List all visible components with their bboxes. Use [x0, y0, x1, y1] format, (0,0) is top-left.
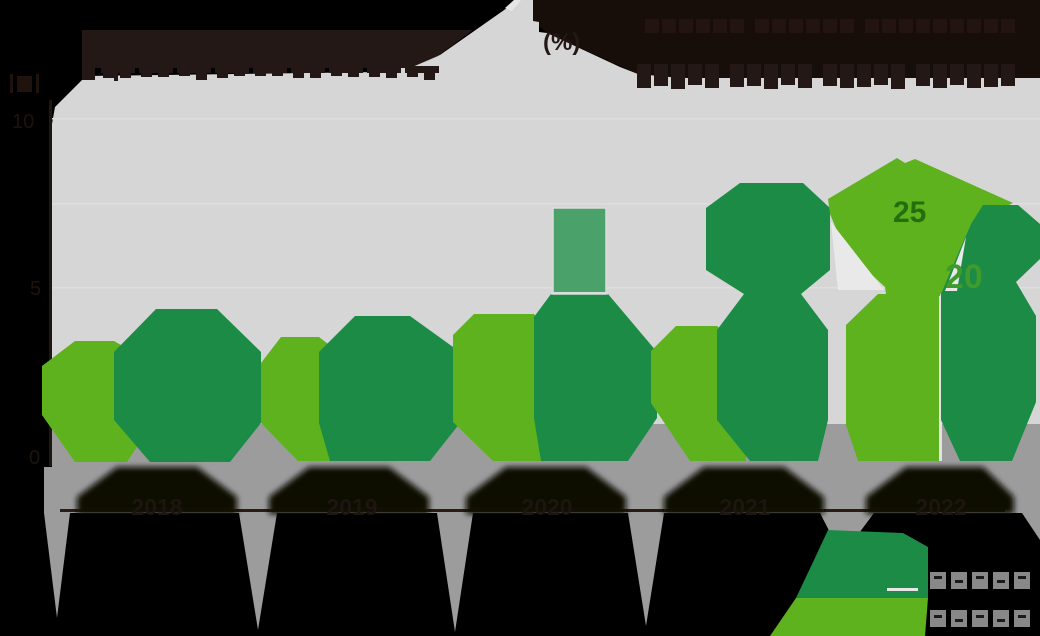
svg-text:0: 0: [29, 447, 40, 469]
svg-text:10: 10: [12, 111, 34, 133]
svg-text:2020: 2020: [521, 494, 572, 520]
svg-text:2018: 2018: [131, 494, 182, 520]
svg-text:2021: 2021: [719, 494, 770, 520]
svg-text:2022: 2022: [915, 494, 966, 520]
svg-text:20: 20: [945, 258, 983, 296]
svg-text:25: 25: [893, 196, 926, 229]
svg-text:(%): (%): [543, 29, 580, 56]
svg-text:5: 5: [30, 278, 41, 300]
svg-text:2019: 2019: [326, 494, 377, 520]
